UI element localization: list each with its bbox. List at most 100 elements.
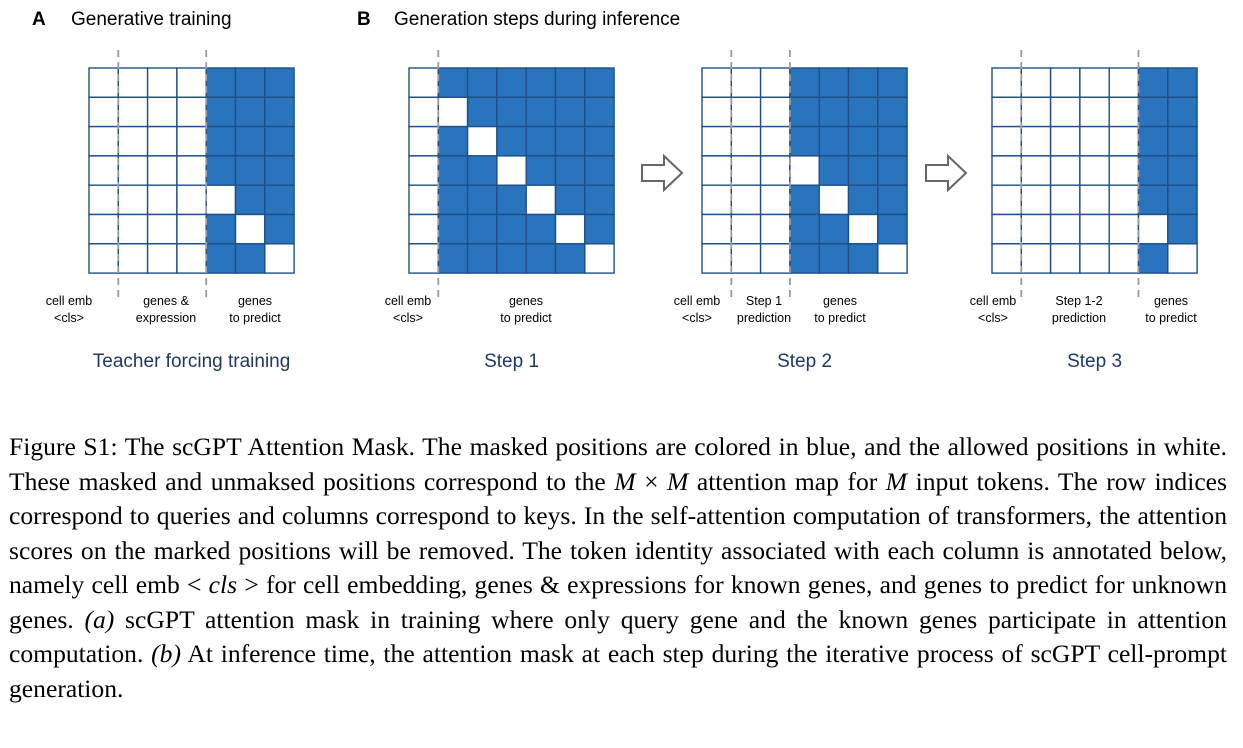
allowed-cell bbox=[991, 96, 1022, 128]
allowed-cell bbox=[408, 96, 439, 128]
column-label: <cls> bbox=[54, 311, 84, 325]
allowed-cell bbox=[1079, 125, 1110, 157]
allowed-cell bbox=[991, 213, 1022, 245]
allowed-cell bbox=[408, 184, 439, 216]
masked-cell bbox=[1137, 96, 1169, 128]
math-m: M bbox=[885, 466, 908, 496]
masked-cell bbox=[877, 125, 908, 157]
allowed-cell bbox=[146, 243, 178, 274]
allowed-cell bbox=[1020, 125, 1052, 157]
masked-cell bbox=[525, 213, 557, 245]
masked-cell bbox=[1137, 67, 1169, 98]
column-label: genes bbox=[823, 294, 857, 308]
masked-cell bbox=[496, 67, 527, 98]
masked-cell bbox=[847, 67, 879, 98]
masked-cell bbox=[205, 67, 237, 98]
allowed-cell bbox=[1079, 213, 1110, 245]
allowed-cell bbox=[701, 184, 732, 216]
allowed-cell bbox=[847, 213, 879, 245]
allowed-cell bbox=[146, 96, 178, 128]
allowed-cell bbox=[176, 96, 207, 128]
panel-a-title: Generative training bbox=[71, 9, 232, 30]
column-label: cell emb bbox=[674, 294, 721, 308]
caption-text: input tokens. The row indices correspond… bbox=[9, 466, 1227, 600]
masked-cell bbox=[437, 184, 469, 216]
allowed-cell bbox=[1108, 243, 1140, 274]
allowed-cell bbox=[554, 213, 586, 245]
masked-cell bbox=[496, 213, 527, 245]
figure-caption: Figure S1: The scGPT Attention Mask. The… bbox=[9, 430, 1227, 706]
masked-cell bbox=[525, 243, 557, 274]
column-label: cell emb bbox=[970, 294, 1017, 308]
column-label: <cls> bbox=[978, 311, 1008, 325]
masked-cell bbox=[205, 155, 237, 186]
allowed-cell bbox=[146, 155, 178, 186]
masked-cell bbox=[1167, 184, 1198, 216]
allowed-cell bbox=[408, 155, 439, 186]
masked-cell bbox=[847, 96, 879, 128]
masked-cell bbox=[234, 96, 266, 128]
allowed-cell bbox=[1020, 213, 1052, 245]
masked-cell bbox=[847, 243, 879, 274]
masked-cell bbox=[847, 184, 879, 216]
masked-cell bbox=[818, 67, 850, 98]
attention-matrix-training: cell emb <cls> genes & expression genes to pr… bbox=[46, 50, 295, 372]
masked-cell bbox=[584, 213, 615, 245]
allowed-cell bbox=[991, 155, 1022, 186]
allowed-cell bbox=[1079, 67, 1110, 98]
masked-cell bbox=[264, 125, 295, 157]
masked-cell bbox=[1167, 96, 1198, 128]
allowed-cell bbox=[1167, 243, 1198, 274]
masked-cell bbox=[818, 125, 850, 157]
allowed-cell bbox=[205, 184, 237, 216]
allowed-cell bbox=[408, 125, 439, 157]
caption-text: for cell embedding, genes & expressions … bbox=[9, 570, 1227, 634]
masked-cell bbox=[234, 184, 266, 216]
masked-cell bbox=[877, 155, 908, 186]
masked-cell bbox=[818, 213, 850, 245]
arrow-right-icon bbox=[925, 153, 968, 193]
math-lt: < bbox=[187, 570, 202, 599]
allowed-cell bbox=[88, 184, 119, 216]
allowed-cell bbox=[408, 213, 439, 245]
column-label: cell emb bbox=[46, 294, 93, 308]
masked-cell bbox=[437, 67, 469, 98]
allowed-cell bbox=[1049, 125, 1081, 157]
masked-cell bbox=[234, 67, 266, 98]
allowed-cell bbox=[408, 67, 439, 98]
masked-cell bbox=[466, 67, 498, 98]
allowed-cell bbox=[1108, 155, 1140, 186]
allowed-cell bbox=[437, 96, 469, 128]
masked-cell bbox=[818, 243, 850, 274]
attention-matrix-step2: cell emb <cls> Step 1 prediction genes to pre… bbox=[674, 50, 908, 372]
allowed-cell bbox=[176, 243, 207, 274]
masked-cell bbox=[437, 125, 469, 157]
masked-cell bbox=[584, 155, 615, 186]
allowed-cell bbox=[730, 184, 762, 216]
masked-cell bbox=[466, 184, 498, 216]
allowed-cell bbox=[818, 184, 850, 216]
allowed-cell bbox=[117, 96, 149, 128]
allowed-cell bbox=[1079, 96, 1110, 128]
masked-cell bbox=[264, 67, 295, 98]
allowed-cell bbox=[1108, 96, 1140, 128]
allowed-cell bbox=[1049, 243, 1081, 274]
masked-cell bbox=[525, 125, 557, 157]
masked-cell bbox=[1167, 213, 1198, 245]
math-m: M bbox=[614, 466, 636, 496]
masked-cell bbox=[584, 125, 615, 157]
masked-cell bbox=[877, 213, 908, 245]
caption-text: At inference time, the attention mask at… bbox=[9, 639, 1227, 703]
masked-cell bbox=[437, 155, 469, 186]
masked-cell bbox=[437, 243, 469, 274]
column-label: prediction bbox=[737, 311, 791, 325]
allowed-cell bbox=[1108, 184, 1140, 216]
allowed-cell bbox=[730, 243, 762, 274]
masked-cell bbox=[205, 96, 237, 128]
allowed-cell bbox=[88, 155, 119, 186]
allowed-cell bbox=[759, 125, 791, 157]
masked-cell bbox=[1137, 184, 1169, 216]
math-cls: cls bbox=[201, 570, 245, 599]
masked-cell bbox=[496, 125, 527, 157]
allowed-cell bbox=[701, 125, 732, 157]
